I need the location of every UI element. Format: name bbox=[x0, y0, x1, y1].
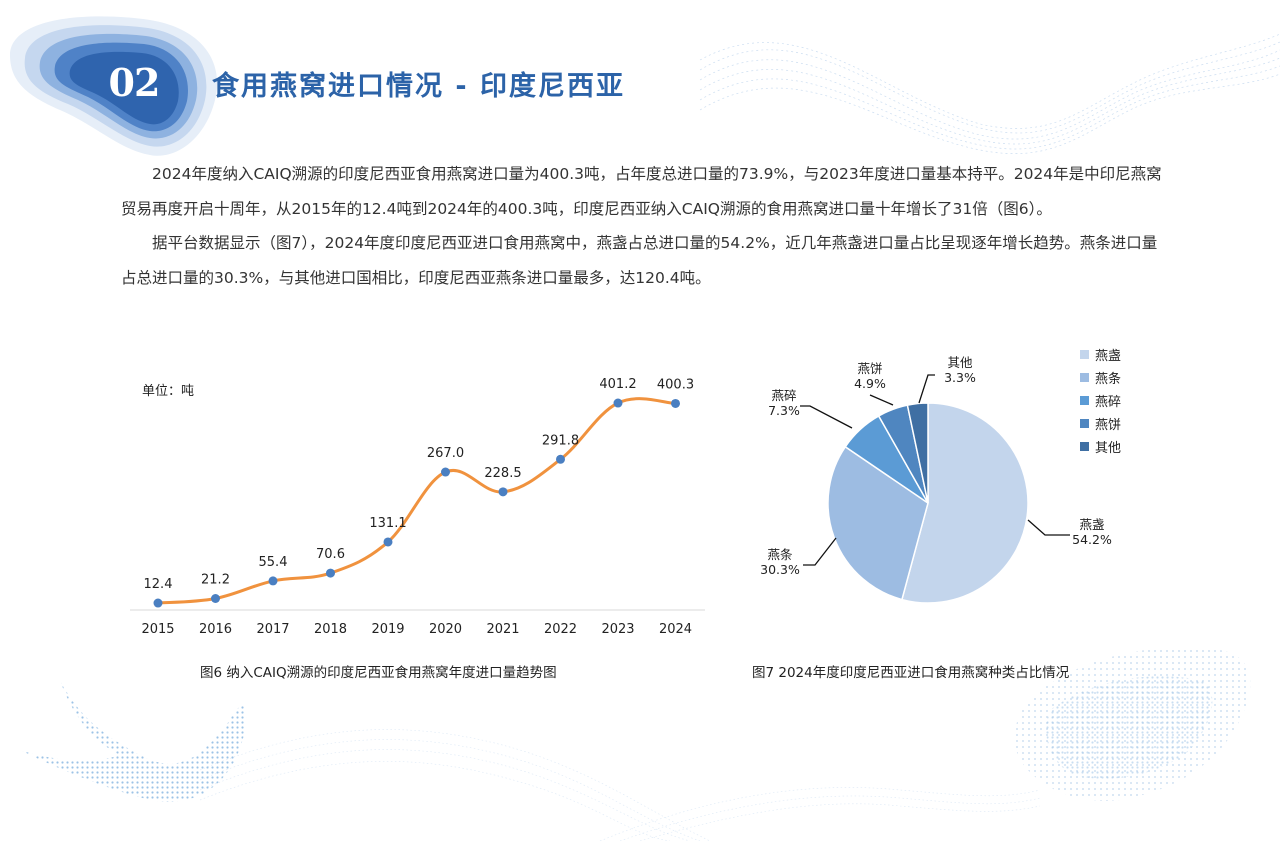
legend-label: 燕条 bbox=[1095, 372, 1122, 387]
data-point-marker bbox=[498, 487, 508, 497]
pie-slice bbox=[906, 402, 929, 504]
section-number: 02 bbox=[108, 60, 161, 105]
legend-item: 燕饼 bbox=[1080, 412, 1121, 435]
legend-swatch-icon bbox=[1080, 442, 1089, 451]
slice-percent-label: 7.3% bbox=[768, 403, 800, 418]
legend-label: 燕盏 bbox=[1095, 349, 1122, 364]
x-axis-tick-label: 2023 bbox=[601, 622, 634, 637]
slice-category-label: 燕盏 bbox=[1079, 517, 1104, 532]
leader-line bbox=[918, 374, 935, 404]
x-axis-tick-label: 2020 bbox=[429, 622, 462, 637]
trend-line bbox=[156, 397, 677, 605]
section-badge bbox=[10, 16, 218, 156]
legend-item: 燕碎 bbox=[1080, 389, 1121, 412]
data-label: 21.2 bbox=[201, 572, 230, 587]
legend-swatch-icon bbox=[1080, 350, 1089, 359]
data-point-marker bbox=[326, 568, 335, 578]
slice-percent-label: 4.9% bbox=[854, 376, 886, 391]
data-label: 131.1 bbox=[369, 516, 406, 531]
data-point-marker bbox=[613, 398, 623, 408]
legend-label: 燕饼 bbox=[1095, 418, 1122, 433]
data-label: 12.4 bbox=[144, 577, 173, 592]
pie-slice bbox=[900, 402, 1029, 604]
line-chart: 12.4 2015 21.2 2016 55.4 2017 70.6 2018 131.1 201… bbox=[130, 377, 705, 637]
data-point-marker bbox=[268, 576, 278, 586]
chart-unit-label: 单位：吨 bbox=[142, 384, 195, 399]
pie-slice bbox=[827, 445, 929, 601]
data-label: 400.3 bbox=[657, 377, 694, 392]
data-point-marker bbox=[441, 467, 450, 477]
slice-category-label: 其他 bbox=[947, 355, 973, 370]
legend-item: 燕盏 bbox=[1080, 343, 1121, 366]
body-text: 2024年度纳入CAIQ溯源的印度尼西亚食用燕窝进口量为400.3吨，占年度总进… bbox=[121, 157, 1171, 295]
legend-swatch-icon bbox=[1080, 419, 1089, 428]
legend-label: 其他 bbox=[1095, 441, 1122, 456]
slice-category-label: 燕条 bbox=[767, 547, 793, 562]
data-point-marker bbox=[556, 454, 565, 464]
slice-percent-label: 3.3% bbox=[944, 370, 976, 385]
page-title: 食用燕窝进口情况 - 印度尼西亚 bbox=[212, 71, 626, 102]
slice-category-label: 燕饼 bbox=[857, 361, 882, 376]
data-label: 401.2 bbox=[599, 377, 636, 392]
data-point-marker bbox=[383, 537, 393, 547]
slice-percent-label: 54.2% bbox=[1072, 532, 1112, 547]
data-label: 55.4 bbox=[259, 555, 288, 570]
leader-line bbox=[803, 537, 837, 566]
data-label: 70.6 bbox=[316, 547, 345, 562]
legend-item: 燕条 bbox=[1080, 366, 1121, 389]
data-label: 291.8 bbox=[542, 433, 579, 448]
x-axis-tick-label: 2019 bbox=[371, 622, 404, 637]
legend-swatch-icon bbox=[1080, 396, 1089, 405]
x-axis-tick-label: 2021 bbox=[486, 622, 519, 637]
leader-line bbox=[1027, 519, 1070, 536]
pie-legend: 燕盏燕条燕碎燕饼其他 bbox=[1080, 343, 1121, 458]
x-axis-tick-label: 2015 bbox=[141, 622, 174, 637]
data-point-marker bbox=[671, 398, 680, 408]
x-axis-tick-label: 2017 bbox=[256, 622, 289, 637]
x-axis-tick-label: 2024 bbox=[659, 622, 692, 637]
legend-label: 燕碎 bbox=[1095, 395, 1122, 410]
data-label: 228.5 bbox=[484, 466, 521, 481]
data-point-marker bbox=[211, 593, 220, 603]
legend-item: 其他 bbox=[1080, 435, 1121, 458]
figure-6-caption: 图6 纳入CAIQ溯源的印度尼西亚食用燕窝年度进口量趋势图 bbox=[200, 665, 557, 681]
x-axis-tick-label: 2022 bbox=[544, 622, 577, 637]
x-axis-tick-label: 2016 bbox=[199, 622, 232, 637]
paragraph-1: 2024年度纳入CAIQ溯源的印度尼西亚食用燕窝进口量为400.3吨，占年度总进… bbox=[121, 165, 1162, 218]
leader-line bbox=[869, 394, 894, 406]
legend-swatch-icon bbox=[1080, 373, 1089, 382]
slice-category-label: 燕碎 bbox=[771, 388, 796, 403]
data-label: 267.0 bbox=[427, 446, 464, 461]
paragraph-2: 据平台数据显示（图7），2024年度印度尼西亚进口食用燕窝中，燕盏占总进口量的5… bbox=[121, 234, 1158, 287]
figure-7-caption: 图7 2024年度印度尼西亚进口食用燕窝种类占比情况 bbox=[752, 665, 1070, 681]
slice-percent-label: 30.3% bbox=[760, 562, 800, 577]
data-point-marker bbox=[153, 598, 163, 608]
x-axis-tick-label: 2018 bbox=[314, 622, 347, 637]
leader-line bbox=[800, 405, 853, 429]
